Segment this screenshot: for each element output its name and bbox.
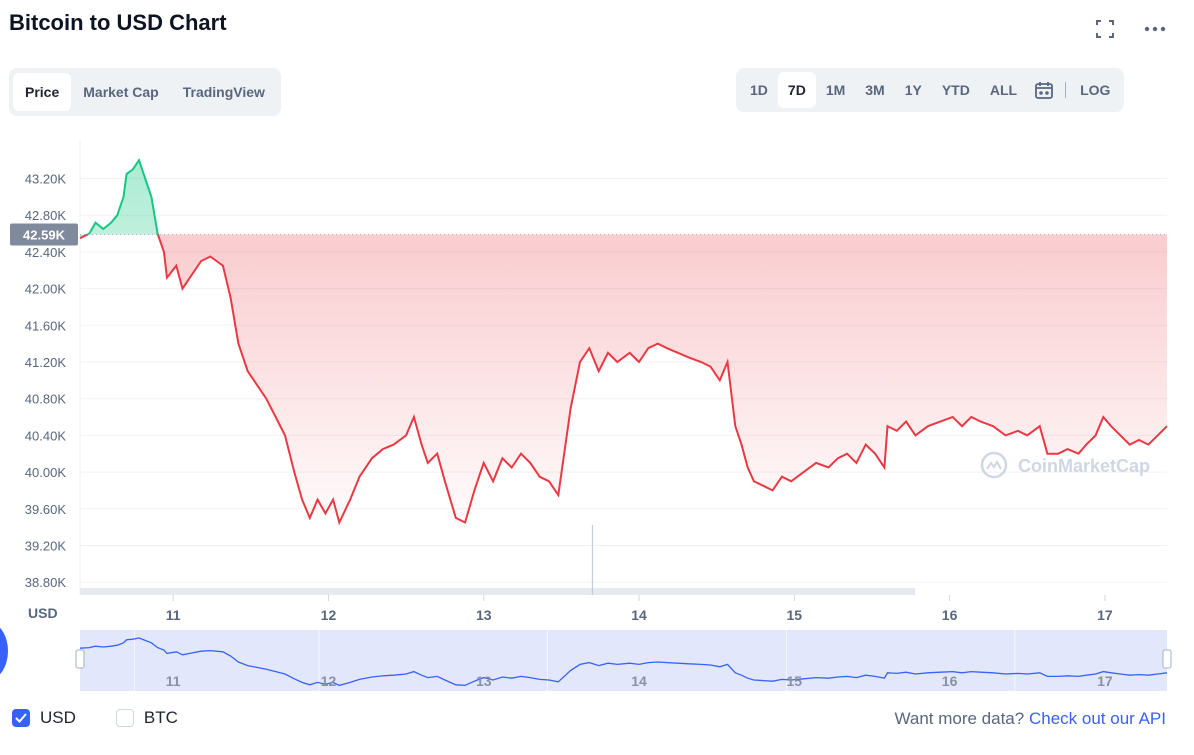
- currency-label: USD: [28, 605, 58, 621]
- y-tick-label: 42.80K: [25, 208, 67, 223]
- floating-action-button[interactable]: [0, 622, 8, 680]
- tab-tradingview[interactable]: TradingView: [182, 84, 265, 100]
- divider: [1065, 82, 1067, 98]
- navigator-tick-label: 15: [787, 673, 803, 689]
- navigator-handle-right[interactable]: [1162, 649, 1172, 669]
- range-1d[interactable]: 1D: [750, 82, 768, 98]
- navigator-tick-label: 14: [631, 673, 647, 689]
- watermark: CoinMarketCap: [980, 451, 1150, 479]
- price-chart[interactable]: 38.80K 39.20K 39.60K 40.00K 40.40K 40.80K 41.2…: [0, 120, 1194, 700]
- range-1y[interactable]: 1Y: [904, 82, 922, 98]
- y-tick-label: 43.20K: [25, 172, 67, 187]
- x-tick-label: 15: [787, 607, 803, 623]
- log-toggle[interactable]: LOG: [1080, 82, 1111, 98]
- current-price-label: 42.59K: [23, 227, 66, 242]
- series-line-down: [79, 234, 1168, 526]
- current-price-badge: 42.59K: [10, 223, 78, 246]
- range-ytd[interactable]: YTD: [941, 82, 970, 98]
- watermark-text: CoinMarketCap: [1018, 456, 1150, 476]
- navigator-tick-label: 11: [166, 673, 181, 689]
- range-1m[interactable]: 1M: [825, 82, 846, 98]
- y-tick-label: 40.40K: [25, 428, 67, 443]
- tab-price[interactable]: Price: [13, 73, 72, 111]
- x-tick-label: 12: [321, 607, 337, 623]
- y-tick-label: 42.00K: [25, 282, 67, 297]
- usd-checkbox[interactable]: [12, 709, 30, 727]
- y-tick-label: 42.40K: [25, 245, 67, 260]
- navigator-tick-label: 16: [942, 673, 958, 689]
- calendar-icon[interactable]: [1027, 80, 1061, 100]
- navigator-handle-left[interactable]: [75, 649, 85, 669]
- x-tick-label: 14: [631, 607, 647, 623]
- x-tick-label: 17: [1097, 607, 1113, 623]
- y-tick-label: 39.20K: [25, 538, 67, 553]
- y-tick-label: 41.60K: [25, 318, 67, 333]
- navigator-line: [79, 637, 1168, 687]
- y-tick-label: 41.20K: [25, 355, 67, 370]
- range-navigator[interactable]: 11 12 13 14 15 16 17: [75, 630, 1172, 691]
- price-area: [80, 160, 1167, 523]
- more-data: Want more data? Check out our API: [894, 709, 1166, 729]
- usd-label: USD: [40, 708, 76, 727]
- x-axis: 11 12 13 14 15 16 17: [166, 595, 1113, 623]
- volume-bars: [80, 525, 915, 595]
- navigator-tick-label: 17: [1097, 673, 1113, 689]
- more-data-text: Want more data?: [894, 709, 1025, 728]
- page-title: Bitcoin to USD Chart: [9, 10, 227, 35]
- range-all[interactable]: ALL: [989, 82, 1018, 98]
- api-link[interactable]: Check out our API: [1028, 709, 1166, 728]
- fullscreen-icon[interactable]: [1094, 18, 1116, 40]
- more-icon[interactable]: [1144, 18, 1166, 40]
- y-axis: 38.80K 39.20K 39.60K 40.00K 40.40K 40.80K 41.2…: [25, 172, 67, 591]
- tab-market-cap[interactable]: Market Cap: [83, 84, 159, 100]
- x-tick-label: 16: [942, 607, 958, 623]
- volume-strip: [80, 588, 915, 595]
- area-above-reference: [87, 160, 158, 235]
- x-tick-label: 11: [166, 607, 181, 623]
- btc-checkbox[interactable]: [115, 709, 134, 727]
- view-tabs: Price Market Cap TradingView: [9, 68, 281, 116]
- price-line: [79, 157, 1168, 526]
- y-tick-label: 38.80K: [25, 575, 67, 590]
- navigator-background: [80, 630, 1167, 691]
- range-3m[interactable]: 3M: [865, 82, 885, 98]
- x-tick-label: 13: [476, 607, 492, 623]
- y-tick-label: 40.80K: [25, 392, 67, 407]
- navigator-tick-label: 13: [476, 673, 492, 689]
- y-tick-label: 40.00K: [25, 465, 67, 480]
- btc-label: BTC: [143, 708, 178, 727]
- range-7d[interactable]: 7D: [777, 72, 816, 108]
- y-tick-label: 39.60K: [25, 502, 67, 517]
- range-tabs: 1D 7D 1M 3M 1Y YTD ALL LOG: [736, 68, 1125, 112]
- area-below-reference: [80, 234, 1167, 523]
- navigator-tick-label: 12: [321, 673, 337, 689]
